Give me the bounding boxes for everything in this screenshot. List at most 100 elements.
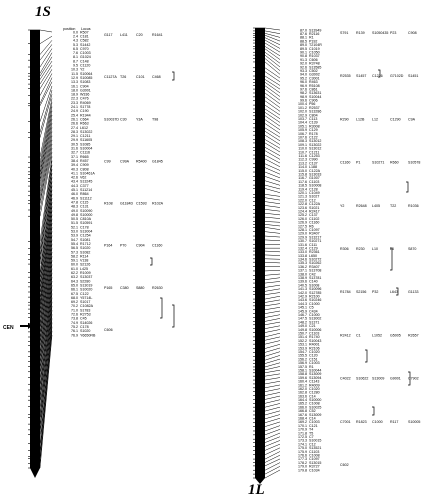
- locus-name: C1000: [309, 302, 320, 306]
- marker-connector: [264, 194, 281, 197]
- marker-connector: [264, 250, 281, 253]
- marker-connector: [264, 205, 281, 208]
- locus-name: G1007: [309, 176, 320, 180]
- secondary-marker: S10578: [408, 161, 420, 165]
- locus-name: G3002: [309, 73, 320, 77]
- locus-position: 116.7: [298, 176, 307, 180]
- locus-position: 124.4: [298, 209, 307, 213]
- marker-connector: [39, 297, 53, 418]
- locus-position: 9.5: [73, 64, 78, 68]
- marker-connector: [264, 209, 281, 212]
- marker-connector: [39, 94, 53, 138]
- locus-position: 39.4: [71, 163, 78, 167]
- locus-position: 123.6: [298, 206, 307, 210]
- secondary-marker: C1000: [372, 420, 383, 424]
- marker-connector: [39, 85, 53, 122]
- locus-position: 49.8: [71, 213, 78, 217]
- marker-connector: [39, 173, 53, 265]
- locus-position: 117.6: [298, 180, 307, 184]
- marker-connector: [264, 310, 281, 314]
- locus-name: C129: [309, 128, 318, 132]
- locus-position: 96.0: [300, 80, 307, 84]
- marker-connector: [264, 142, 281, 153]
- marker-connector: [264, 108, 281, 119]
- locus-name: R114: [80, 254, 88, 258]
- marker-connector: [264, 454, 281, 463]
- marker-connector: [39, 81, 53, 106]
- marker-connector: [39, 189, 53, 287]
- marker-connector: [264, 127, 281, 138]
- locus-position: 112.3: [298, 158, 307, 162]
- locus-position: 127.5: [298, 224, 307, 228]
- secondary-marker: C1: [356, 333, 361, 337]
- locus-name: C42: [309, 272, 316, 276]
- locus-name: R1: [309, 36, 314, 40]
- secondary-marker: S10037D: [104, 117, 119, 121]
- locus-name: C178: [80, 325, 89, 329]
- marker-connector: [264, 52, 281, 64]
- marker-connector: [264, 292, 281, 295]
- locus-position: 51.5: [71, 221, 78, 225]
- locus-position: 62.2: [71, 271, 78, 275]
- locus-name: S1371: [309, 320, 319, 324]
- locus-position: 166.0: [298, 405, 307, 409]
- secondary-marker: R1641: [152, 33, 163, 37]
- marker-connector: [264, 451, 281, 460]
- marker-connector: [264, 158, 281, 168]
- locus-name: R2116: [309, 32, 319, 36]
- secondary-marker: P164: [104, 244, 112, 248]
- marker-connector: [39, 193, 53, 293]
- locus-position: 129.9: [298, 235, 307, 239]
- interval-bracket: [396, 287, 399, 296]
- locus-name: C970: [80, 47, 89, 51]
- locus-position: 6.5: [73, 47, 78, 51]
- marker-connector: [264, 216, 281, 219]
- marker-connector: [39, 318, 53, 451]
- marker-connector: [39, 310, 53, 435]
- marker-connector: [264, 340, 281, 345]
- locus-name: C664: [80, 117, 89, 121]
- locus-position: 67.5: [71, 292, 78, 296]
- locus-position: 100.4: [298, 102, 307, 106]
- locus-name: C122A: [309, 202, 321, 206]
- marker-connector: [264, 61, 281, 75]
- locus-name: C1003: [309, 420, 320, 424]
- locus-position: 179.8: [298, 468, 307, 472]
- secondary-marker: C1290: [390, 117, 401, 121]
- marker-connector: [264, 447, 281, 455]
- marker-connector: [39, 40, 53, 55]
- locus-position: 165.2: [298, 402, 307, 406]
- locus-position: 166.8: [298, 409, 307, 413]
- locus-name: S13022: [309, 143, 321, 147]
- marker-connector: [264, 277, 281, 280]
- locus-position: 38.4: [71, 159, 78, 163]
- locus-position: 93.3: [300, 69, 307, 73]
- locus-position: 172.5: [298, 435, 307, 439]
- secondary-marker: C904: [136, 244, 145, 248]
- locus-name: S10090: [80, 209, 92, 213]
- locus-name: C1254: [80, 234, 91, 238]
- locus-name: C14: [309, 417, 316, 421]
- secondary-marker: S870: [408, 247, 416, 251]
- centromere-marker: CEN: [3, 323, 32, 331]
- locus-position: 146.7: [298, 313, 307, 317]
- locus-position: 161.2: [298, 383, 307, 387]
- locus-position: 28.3: [71, 130, 78, 134]
- locus-name: L612: [80, 126, 88, 130]
- interval-bracket: [365, 349, 368, 363]
- marker-connector: [264, 443, 281, 451]
- locus-name: S13004: [80, 230, 92, 234]
- locus-position: 46.9: [71, 196, 78, 200]
- locus-name: C181: [80, 34, 89, 38]
- marker-connector: [264, 307, 281, 310]
- secondary-marker: R2630: [152, 286, 163, 290]
- locus-name: C190: [80, 109, 89, 113]
- locus-name: S13521: [309, 446, 321, 450]
- locus-position: 154.7: [298, 350, 307, 354]
- locus-name: C1116: [80, 151, 90, 155]
- locus-position: 69.2: [71, 300, 78, 304]
- locus-position: 22.3: [71, 97, 78, 101]
- secondary-marker: R1784: [340, 290, 351, 294]
- locus-name: R2106: [309, 346, 320, 350]
